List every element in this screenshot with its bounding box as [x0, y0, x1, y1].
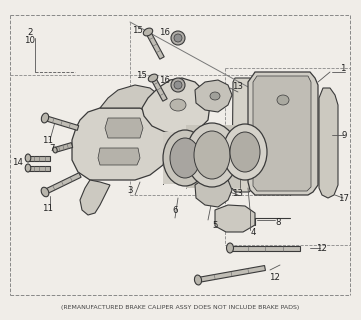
Text: 13: 13	[232, 188, 244, 197]
Text: 10: 10	[25, 36, 35, 44]
Polygon shape	[44, 116, 79, 130]
Text: 3: 3	[127, 186, 133, 195]
Polygon shape	[197, 266, 265, 283]
Polygon shape	[146, 31, 164, 59]
Text: 13: 13	[232, 82, 244, 91]
Ellipse shape	[148, 74, 158, 82]
Ellipse shape	[186, 123, 238, 187]
Ellipse shape	[174, 81, 182, 89]
Ellipse shape	[25, 164, 31, 172]
Ellipse shape	[170, 138, 200, 178]
Polygon shape	[195, 175, 232, 207]
Polygon shape	[248, 72, 318, 195]
Ellipse shape	[163, 130, 207, 186]
Polygon shape	[44, 173, 81, 194]
Text: 11: 11	[43, 135, 53, 145]
Ellipse shape	[42, 113, 49, 123]
Ellipse shape	[171, 78, 185, 92]
Ellipse shape	[25, 154, 31, 162]
Polygon shape	[253, 76, 311, 191]
Polygon shape	[72, 108, 168, 180]
Text: 17: 17	[339, 194, 349, 203]
Ellipse shape	[195, 275, 201, 285]
Ellipse shape	[230, 132, 260, 172]
Polygon shape	[215, 205, 255, 232]
Ellipse shape	[174, 34, 182, 42]
Text: 12: 12	[270, 274, 280, 283]
Polygon shape	[28, 165, 50, 171]
Text: 16: 16	[160, 76, 170, 84]
Ellipse shape	[210, 92, 220, 100]
Ellipse shape	[194, 131, 230, 179]
Polygon shape	[54, 143, 73, 152]
Ellipse shape	[170, 99, 186, 111]
Text: 14: 14	[13, 157, 23, 166]
Text: 4: 4	[250, 228, 256, 236]
Text: 1: 1	[340, 63, 346, 73]
Text: 6: 6	[172, 205, 178, 214]
Ellipse shape	[41, 187, 49, 197]
Polygon shape	[105, 118, 143, 138]
Text: 5: 5	[212, 220, 218, 229]
Text: 15: 15	[136, 70, 148, 79]
Polygon shape	[186, 125, 240, 188]
Polygon shape	[100, 85, 165, 125]
Text: 8: 8	[275, 218, 281, 227]
Polygon shape	[28, 156, 50, 161]
Text: 2: 2	[27, 28, 33, 36]
Text: (REMANUFACTURED BRAKE CALIPER ASSY DOES NOT INCLUDE BRAKE PADS): (REMANUFACTURED BRAKE CALIPER ASSY DOES …	[61, 306, 300, 310]
Polygon shape	[232, 78, 253, 192]
Text: 12: 12	[317, 244, 327, 252]
Text: 7: 7	[49, 143, 55, 153]
Ellipse shape	[226, 243, 234, 253]
Text: 15: 15	[132, 26, 144, 35]
Ellipse shape	[53, 147, 57, 153]
Polygon shape	[142, 78, 210, 135]
Polygon shape	[163, 132, 210, 184]
Polygon shape	[98, 148, 140, 165]
Ellipse shape	[277, 95, 289, 105]
Polygon shape	[195, 80, 232, 112]
Text: 16: 16	[160, 28, 170, 36]
Polygon shape	[80, 180, 110, 215]
Polygon shape	[319, 88, 338, 198]
Text: 9: 9	[341, 131, 347, 140]
Text: 11: 11	[43, 204, 53, 212]
Ellipse shape	[171, 31, 185, 45]
Ellipse shape	[143, 28, 153, 36]
Ellipse shape	[223, 124, 267, 180]
Polygon shape	[151, 77, 167, 101]
Polygon shape	[230, 245, 300, 251]
